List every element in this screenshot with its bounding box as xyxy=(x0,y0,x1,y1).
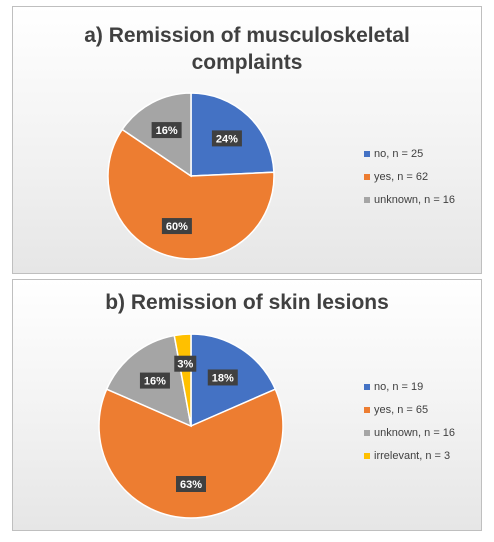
legend-item-unknown: unknown, n = 16 xyxy=(364,421,455,444)
pie-data-label-text: 24% xyxy=(216,133,238,145)
pie-1-labels: 18% 63% 16% 3% xyxy=(139,355,238,492)
legend-label-yes: yes, n = 65 xyxy=(374,403,429,416)
pie-data-label-text: 3% xyxy=(177,359,193,371)
chart-a-legend: no, n = 25 yes, n = 62 unknown, n = 16 xyxy=(364,142,455,211)
legend-label-no: no, n = 25 xyxy=(374,147,424,160)
legend-label-irrelevant: irrelevant, n = 3 xyxy=(374,449,451,462)
legend-swatch-yes xyxy=(364,406,370,413)
pie-data-label: 60% xyxy=(161,218,192,235)
pie-data-label: 63% xyxy=(176,476,206,492)
pie-slice-yes xyxy=(107,128,275,260)
legend-item-yes: yes, n = 62 xyxy=(364,165,455,188)
pie-0-labels: 24% 60% 16% xyxy=(151,122,242,235)
pie-0 xyxy=(107,92,275,260)
legend-swatch-yes xyxy=(364,173,370,180)
pie-slice-yes xyxy=(98,388,284,519)
chart-a-title-line-1: a) Remission of musculoskeletal xyxy=(84,24,410,47)
legend-item-yes: yes, n = 65 xyxy=(364,398,455,421)
legend-label-unknown: unknown, n = 16 xyxy=(374,426,456,439)
pie-data-label: 18% xyxy=(207,369,238,386)
pie-data-label-text: 18% xyxy=(212,372,234,384)
pie-data-label-text: 60% xyxy=(166,221,188,233)
chart-b-title-line-1: b) Remission of skin lesions xyxy=(105,291,389,314)
pie-data-label-text: 63% xyxy=(180,479,202,491)
pie-data-label: 16% xyxy=(139,372,170,389)
legend-swatch-irrelevant xyxy=(364,452,370,459)
pie-data-label-text: 16% xyxy=(144,376,166,388)
legend-item-unknown: unknown, n = 16 xyxy=(364,188,455,211)
chart-b-legend: no, n = 19 yes, n = 65 unknown, n = 16 i… xyxy=(364,375,455,467)
legend-label-no: no, n = 19 xyxy=(374,380,424,393)
legend-swatch-no xyxy=(364,383,370,390)
legend-label-yes: yes, n = 62 xyxy=(374,170,429,183)
legend-item-no: no, n = 19 xyxy=(364,375,455,398)
legend-swatch-unknown xyxy=(364,429,370,436)
pie-data-label: 3% xyxy=(174,355,197,372)
legend-swatch-unknown xyxy=(364,196,370,203)
legend-swatch-no xyxy=(364,150,370,157)
pie-data-label: 24% xyxy=(211,130,242,147)
chart-b-title: b) Remission of skin lesions xyxy=(13,289,481,316)
pie-data-label-text: 16% xyxy=(156,125,178,137)
legend-label-unknown: unknown, n = 16 xyxy=(374,193,456,206)
legend-item-irrelevant: irrelevant, n = 3 xyxy=(364,444,455,467)
chart-a-title: a) Remission of musculoskeletal complain… xyxy=(13,22,481,76)
chart-a-title-line-2: complaints xyxy=(191,51,303,74)
pie-data-label: 16% xyxy=(151,122,182,139)
legend-item-no: no, n = 25 xyxy=(364,142,455,165)
